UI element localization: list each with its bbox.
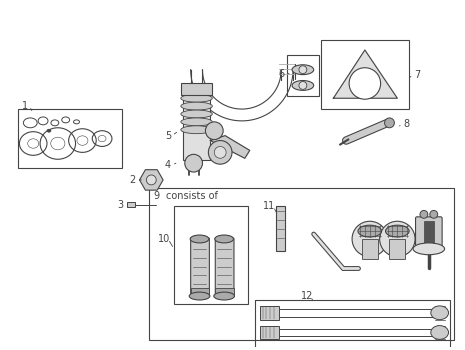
Bar — [259, 326, 279, 340]
Bar — [390, 239, 405, 259]
Circle shape — [299, 82, 307, 89]
Ellipse shape — [190, 235, 209, 243]
Ellipse shape — [358, 225, 382, 237]
Circle shape — [385, 118, 394, 128]
Text: 1: 1 — [22, 101, 28, 111]
FancyBboxPatch shape — [416, 217, 442, 249]
Polygon shape — [210, 136, 250, 158]
FancyBboxPatch shape — [191, 238, 209, 294]
Text: 5: 5 — [165, 131, 171, 141]
Bar — [320, 40, 409, 109]
Bar — [126, 202, 134, 208]
Bar — [174, 205, 248, 304]
Ellipse shape — [292, 65, 314, 75]
Ellipse shape — [181, 102, 213, 110]
Ellipse shape — [181, 110, 213, 118]
Ellipse shape — [181, 94, 213, 102]
Circle shape — [430, 210, 438, 218]
Bar — [287, 55, 319, 96]
Bar — [362, 239, 378, 259]
Text: 11: 11 — [263, 202, 276, 211]
Text: 8: 8 — [403, 119, 409, 129]
Ellipse shape — [47, 129, 51, 132]
Circle shape — [420, 210, 428, 218]
Circle shape — [208, 141, 232, 164]
Circle shape — [185, 154, 202, 172]
Bar — [259, 306, 279, 320]
Ellipse shape — [413, 243, 445, 255]
Text: 7: 7 — [414, 70, 420, 79]
Bar — [183, 91, 210, 160]
Bar — [215, 288, 234, 296]
Text: 12: 12 — [300, 291, 313, 301]
Ellipse shape — [431, 306, 449, 320]
Circle shape — [379, 221, 415, 257]
Bar — [424, 221, 434, 243]
Circle shape — [352, 221, 387, 257]
FancyBboxPatch shape — [215, 238, 234, 294]
Bar — [255, 300, 450, 350]
Ellipse shape — [215, 235, 233, 243]
Ellipse shape — [181, 118, 213, 126]
Text: 4: 4 — [165, 160, 171, 170]
Ellipse shape — [214, 292, 234, 300]
Text: 10: 10 — [158, 234, 170, 244]
Circle shape — [214, 146, 226, 158]
Text: consists of: consists of — [166, 191, 218, 201]
Text: 3: 3 — [118, 199, 124, 210]
Circle shape — [349, 68, 381, 99]
Ellipse shape — [431, 326, 449, 340]
Bar — [19, 109, 122, 168]
Ellipse shape — [189, 292, 210, 300]
Bar — [149, 188, 454, 340]
Text: 9: 9 — [153, 191, 159, 201]
Bar — [181, 84, 213, 95]
Text: 6: 6 — [278, 69, 284, 79]
Circle shape — [146, 175, 156, 185]
Ellipse shape — [181, 126, 213, 134]
Circle shape — [206, 122, 223, 140]
Polygon shape — [333, 50, 397, 98]
Bar — [276, 206, 285, 251]
Bar — [191, 288, 209, 296]
Text: 2: 2 — [129, 175, 136, 185]
Ellipse shape — [385, 225, 409, 237]
Ellipse shape — [292, 80, 314, 90]
Circle shape — [299, 66, 307, 74]
